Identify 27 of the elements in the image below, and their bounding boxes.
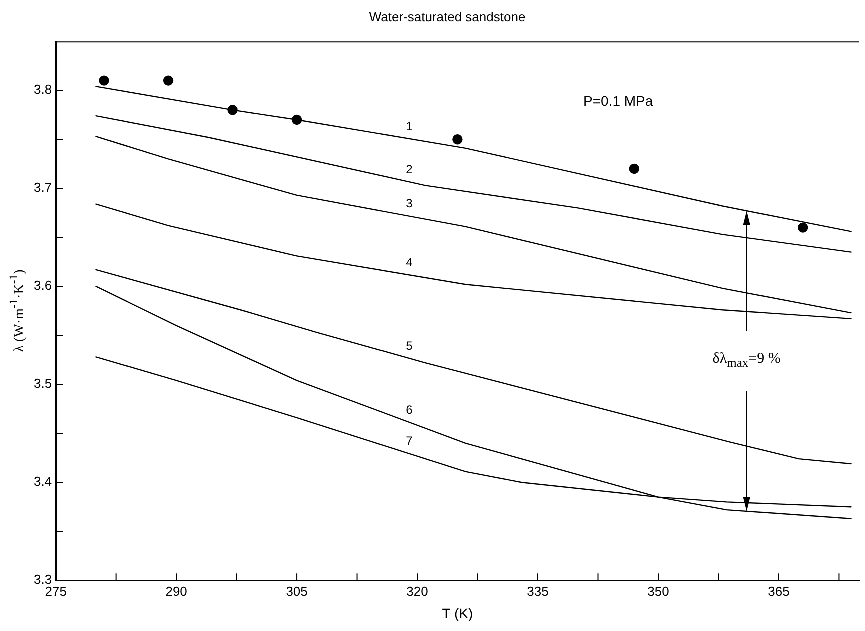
series-label: 7 [406, 434, 414, 448]
x-tick-label: 335 [527, 584, 549, 599]
series-label: 2 [406, 162, 414, 176]
series-label: 3 [406, 196, 414, 211]
y-tick-label: 3.6 [34, 278, 52, 294]
y-tick-label: 3.7 [34, 180, 52, 196]
annotation: δλ$_{max}$=9 % [712, 351, 781, 372]
x-tick-label: 305 [286, 584, 308, 599]
point [798, 222, 808, 233]
point [629, 164, 640, 174]
series-label: 4 [406, 255, 414, 270]
point [99, 76, 110, 86]
annotation: P=0.1 MPa [584, 92, 654, 109]
y-tick-label: 3.4 [34, 474, 52, 490]
point [452, 134, 463, 145]
chart-title: Water-saturated sandstone [369, 9, 526, 24]
y-tick-label: 3.8 [34, 82, 52, 98]
series-label: 5 [406, 338, 414, 353]
x-tick-label: 350 [648, 584, 670, 599]
x-tick-label: 365 [768, 584, 790, 599]
point [163, 76, 174, 86]
x-tick-label: 290 [166, 584, 188, 599]
series-label: 1 [406, 119, 414, 134]
x-tick-label: 320 [406, 584, 428, 599]
y-tick-label: 3.5 [34, 376, 52, 392]
x-axis-title: T (K) [442, 605, 474, 622]
series-label: 6 [406, 402, 414, 417]
